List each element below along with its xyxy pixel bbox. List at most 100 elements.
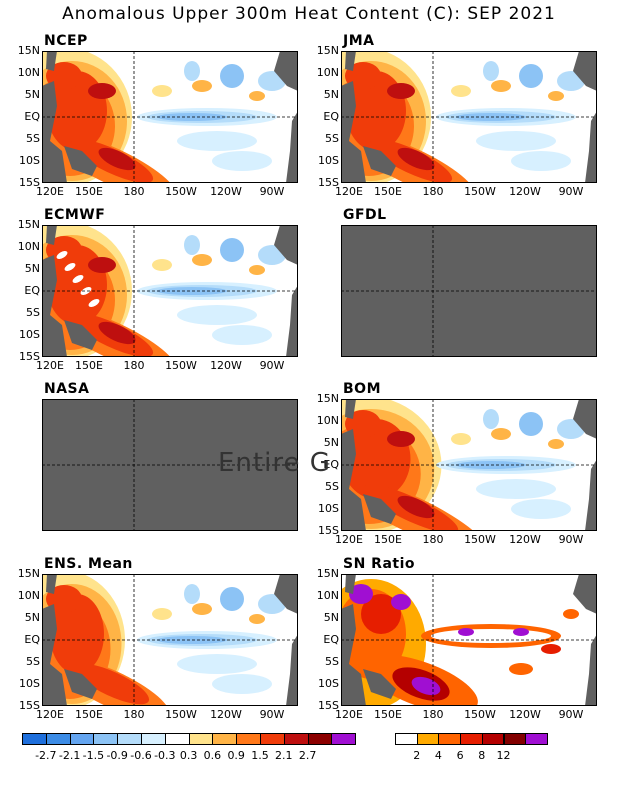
lon-tick-label: 180 <box>422 708 444 721</box>
land-mass <box>274 574 298 614</box>
panel-title: SN Ratio <box>343 556 416 572</box>
lon-tick-label: 150E <box>75 185 103 198</box>
lat-tick-label: EQ <box>24 284 40 297</box>
lon-tick-label: 120E <box>36 359 64 372</box>
lon-tick-label: 120E <box>335 185 363 198</box>
colorbar-label: -0.6 <box>130 749 152 762</box>
anomaly-blob <box>397 495 435 519</box>
colorbar-label: 0.3 <box>179 749 198 762</box>
colorbar-label: -0.9 <box>106 749 128 762</box>
lat-tick-label: 5S <box>26 655 40 668</box>
lat-tick-label: 10S <box>19 677 40 690</box>
panel-title: JMA <box>343 33 375 49</box>
map-ncep <box>42 51 298 183</box>
lon-tick-label: 150E <box>75 359 103 372</box>
anomaly-blob <box>98 321 136 345</box>
anomaly-blob <box>345 410 381 438</box>
panel-title: ENS. Mean <box>44 556 133 572</box>
anomaly-blob <box>349 584 373 604</box>
anomaly-blob <box>513 628 529 636</box>
lon-tick-label: 120W <box>210 185 242 198</box>
map-ecmwf <box>42 225 298 357</box>
colorbar-label: 6 <box>456 749 464 762</box>
anomaly-blob <box>212 325 272 345</box>
colorbar-swatch <box>141 733 166 745</box>
land-mass <box>345 574 356 594</box>
anomaly-blob <box>88 257 116 273</box>
anomaly-blob <box>451 433 471 445</box>
lon-tick-label: 90W <box>259 359 285 372</box>
map-sn <box>341 574 597 706</box>
lat-tick-label: 15S <box>318 176 339 189</box>
colorbar-swatch <box>22 733 47 745</box>
lon-tick-label: 180 <box>123 359 145 372</box>
land-mass <box>363 669 396 699</box>
lat-tick-label: 10S <box>19 328 40 341</box>
anomaly-blob <box>249 91 265 101</box>
colorbar-swatch <box>260 733 285 745</box>
lat-tick-label: 10S <box>318 677 339 690</box>
land-mass <box>42 604 67 706</box>
colorbar-swatch <box>331 733 357 745</box>
anomaly-blob <box>152 259 172 271</box>
anomaly-blob <box>88 299 100 307</box>
anomaly-blob <box>177 305 257 325</box>
land-mass <box>64 669 97 699</box>
lat-tick-label: 10N <box>17 66 40 79</box>
land-mass <box>64 320 97 350</box>
land-mass <box>585 459 597 531</box>
map-bom <box>341 399 597 531</box>
anomaly-blob <box>397 147 435 171</box>
map-frame <box>42 51 298 183</box>
colorbar-swatch <box>93 733 119 745</box>
map-frame <box>42 399 298 531</box>
land-mass <box>363 146 396 176</box>
land-mass <box>42 255 67 357</box>
anomaly-blob <box>519 412 543 436</box>
anomaly-blob <box>431 629 551 643</box>
colorbar-swatch <box>525 733 548 745</box>
overlay-text: Entire G <box>218 448 331 478</box>
anomaly-blob <box>56 251 68 259</box>
lon-tick-label: 90W <box>259 185 285 198</box>
anomaly-blob <box>541 644 561 654</box>
map-ens <box>42 574 298 706</box>
land-mass <box>341 604 366 706</box>
lat-tick-label: 15N <box>17 567 40 580</box>
lat-tick-label: EQ <box>323 110 339 123</box>
colorbar-label: 12 <box>496 749 511 762</box>
lon-tick-label: 90W <box>558 185 584 198</box>
figure-title: Anomalous Upper 300m Heat Content (C): S… <box>62 4 556 24</box>
sn-ratio-colorbar: 2 4 6 8 12 <box>395 733 548 773</box>
anomaly-blob <box>345 62 381 90</box>
lat-tick-label: 5N <box>24 88 40 101</box>
anomaly-blob <box>451 85 471 97</box>
anomaly-blob <box>519 64 543 88</box>
panel-sn <box>341 574 597 706</box>
lon-tick-label: 150W <box>165 185 197 198</box>
anomaly-blob <box>491 428 511 440</box>
lat-tick-label: 15N <box>316 44 339 57</box>
lon-tick-label: 90W <box>259 708 285 721</box>
anomaly-blob <box>212 151 272 171</box>
lon-tick-label: 180 <box>123 185 145 198</box>
colorbar-label: -2.1 <box>58 749 81 762</box>
lat-tick-label: 15N <box>17 44 40 57</box>
anomaly-blob <box>74 663 150 705</box>
land-mass <box>363 494 396 524</box>
anomaly-blob <box>483 409 499 429</box>
map-frame <box>341 574 597 706</box>
lat-tick-label: 15N <box>316 392 339 405</box>
lat-tick-label: 15N <box>316 567 339 580</box>
lat-tick-label: 10S <box>19 154 40 167</box>
colorbar-swatch <box>283 733 309 745</box>
lon-tick-label: 120W <box>210 359 242 372</box>
colorbar-label: 2 <box>413 749 421 762</box>
lat-tick-label: 5S <box>325 132 339 145</box>
panel-nasa <box>42 399 298 531</box>
land-mass <box>46 574 57 594</box>
lon-tick-label: 150E <box>75 708 103 721</box>
lon-tick-label: 150W <box>464 185 496 198</box>
land-mass <box>345 51 356 71</box>
lat-tick-label: 5S <box>325 480 339 493</box>
